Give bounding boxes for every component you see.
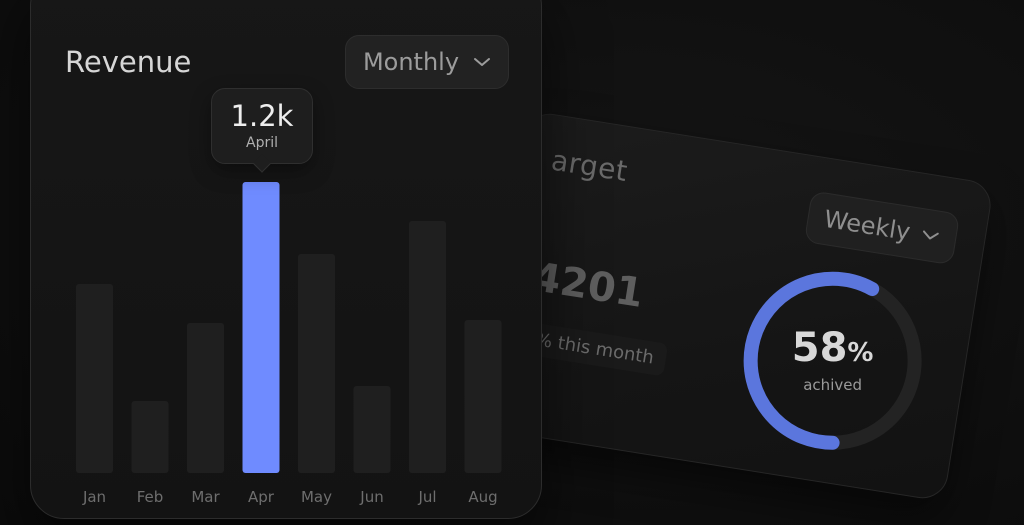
tooltip-label: April <box>246 134 278 151</box>
x-tick-label-may: May <box>301 488 332 506</box>
progress-value: 58 <box>791 324 848 371</box>
x-tick-label-mar: Mar <box>191 488 220 506</box>
revenue-bar-chart: Jan Feb Mar Apr May Jun Jul Aug <box>76 182 502 506</box>
bar-jul[interactable] <box>409 221 446 473</box>
x-tick-label-aug: Aug <box>468 488 497 506</box>
progress-donut: 58% achived <box>738 266 928 456</box>
weekly-period-dropdown[interactable]: Weekly <box>803 190 961 266</box>
target-card: arget 4201 % this month Weekly 58% achiv… <box>477 110 995 502</box>
progress-unit: % <box>847 337 874 368</box>
bar-tooltip: 1.2k April <box>211 88 313 164</box>
bar-aug[interactable] <box>464 320 502 473</box>
x-tick-label-jan: Jan <box>82 488 106 506</box>
bar-feb[interactable] <box>131 401 169 473</box>
donut-progress-arc <box>743 271 922 450</box>
chevron-down-icon <box>921 228 941 243</box>
x-tick-label-jun: Jun <box>359 488 383 506</box>
x-tick-label-feb: Feb <box>137 488 164 506</box>
bar-jan[interactable] <box>76 284 113 473</box>
x-tick-label-apr: Apr <box>248 488 275 506</box>
chevron-down-icon <box>473 56 491 68</box>
monthly-dropdown-label: Monthly <box>362 48 460 76</box>
revenue-card: Revenue Monthly Jan Feb Mar Apr May Jun Jul Aug… <box>30 0 542 519</box>
monthly-period-dropdown[interactable]: Monthly <box>345 35 509 89</box>
target-title: arget <box>549 143 630 189</box>
progress-label: achived <box>803 375 862 394</box>
bar-apr[interactable] <box>242 182 280 473</box>
weekly-dropdown-label: Weekly <box>822 204 913 247</box>
x-tick-label-jul: Jul <box>417 488 436 506</box>
target-value: 4201 <box>529 254 647 318</box>
tooltip-value: 1.2k <box>230 99 294 134</box>
bar-may[interactable] <box>298 254 335 473</box>
progress-percentage: 58% <box>791 324 874 371</box>
target-subtext: % this month <box>520 321 669 377</box>
revenue-title: Revenue <box>65 45 192 79</box>
bar-jun[interactable] <box>353 386 391 473</box>
bar-mar[interactable] <box>187 323 224 473</box>
